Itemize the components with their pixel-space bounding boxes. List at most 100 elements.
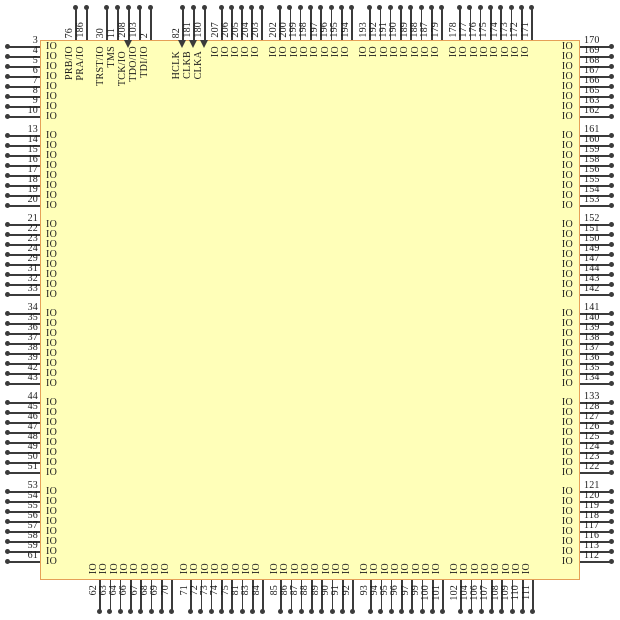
pin-io-label: IO bbox=[561, 180, 573, 191]
pin-number: 39 bbox=[27, 352, 38, 363]
pin-signal-label: TDO/IO bbox=[128, 46, 139, 82]
pin-line bbox=[289, 8, 292, 40]
pin-io-label: IO bbox=[46, 556, 58, 567]
pin-number: 117 bbox=[584, 520, 600, 531]
pin-io-label: IO bbox=[46, 417, 58, 428]
pin-dot bbox=[148, 609, 154, 614]
pin-io-label: IO bbox=[46, 81, 58, 92]
pin-line bbox=[8, 422, 40, 424]
pin-dot bbox=[609, 173, 614, 178]
pin-dot bbox=[609, 440, 614, 445]
pin-line bbox=[8, 254, 40, 256]
pin-line bbox=[8, 145, 40, 147]
pin-signal-label: IO bbox=[250, 46, 261, 58]
pin-dot bbox=[499, 609, 505, 614]
pin-line bbox=[200, 580, 203, 612]
pin-number: 127 bbox=[584, 411, 600, 422]
pin-line bbox=[8, 106, 40, 108]
pin-number: 194 bbox=[339, 22, 351, 38]
pin-number: 82 bbox=[170, 27, 182, 38]
pin-dot bbox=[468, 609, 474, 614]
pin-io-label: IO bbox=[46, 259, 58, 270]
pin-io-label: IO bbox=[46, 180, 58, 191]
pin-line bbox=[580, 511, 612, 513]
pin-line bbox=[8, 383, 40, 385]
pin-number: 44 bbox=[27, 391, 38, 402]
pin-dot bbox=[609, 104, 614, 109]
pin-line bbox=[580, 501, 612, 503]
pin-number: 21 bbox=[27, 213, 38, 224]
pin-line bbox=[580, 491, 612, 493]
pin-dot bbox=[428, 4, 434, 10]
pin-dot bbox=[609, 272, 614, 277]
pin-number: 165 bbox=[584, 85, 600, 96]
pin-dot bbox=[229, 609, 235, 614]
pin-dot bbox=[4, 321, 10, 326]
pin-io-label: IO bbox=[561, 486, 573, 497]
pin-number: 92 bbox=[340, 585, 352, 596]
pin-io-label: IO bbox=[320, 562, 332, 574]
pin-signal-label: HCLK bbox=[171, 51, 182, 80]
pin-dot bbox=[4, 371, 10, 376]
pin-number: 35 bbox=[27, 312, 38, 323]
pin-line bbox=[580, 412, 612, 414]
pin-io-label: IO bbox=[279, 562, 291, 574]
pin-dot bbox=[278, 609, 283, 614]
pin-number: 124 bbox=[584, 441, 600, 452]
pin-line bbox=[190, 580, 192, 612]
pin-number: 150 bbox=[584, 233, 600, 244]
pin-line bbox=[171, 580, 173, 612]
pin-line bbox=[140, 580, 142, 612]
pin-dot bbox=[4, 420, 10, 425]
pin-signal-label: IO bbox=[468, 46, 480, 58]
pin-signal-label: IO bbox=[309, 46, 321, 58]
pin-line bbox=[580, 205, 612, 207]
pin-dot bbox=[318, 4, 324, 10]
pin-number: 56 bbox=[27, 510, 38, 521]
pin-io-label: IO bbox=[561, 556, 573, 567]
pin-dot bbox=[4, 430, 10, 435]
pin-io-label: IO bbox=[46, 328, 58, 339]
pin-signal-label: IO bbox=[340, 46, 352, 58]
pin-dot bbox=[498, 4, 504, 10]
pin-io-label: IO bbox=[139, 562, 151, 574]
pin-dot bbox=[4, 262, 10, 267]
pin-number: 137 bbox=[584, 342, 600, 353]
pin-signal-label: IO bbox=[368, 46, 380, 58]
pin-number: 134 bbox=[584, 372, 600, 383]
pin-dot bbox=[4, 242, 10, 247]
pin-line bbox=[221, 8, 223, 40]
pin-number: 22 bbox=[27, 223, 38, 234]
pin-line bbox=[311, 580, 313, 612]
pin-io-label: IO bbox=[561, 358, 573, 369]
pin-number: 140 bbox=[584, 312, 600, 323]
pin-dot bbox=[349, 4, 355, 10]
pin-io-label: IO bbox=[561, 81, 573, 92]
pin-io-label: IO bbox=[129, 562, 141, 574]
pin-number: 167 bbox=[584, 65, 600, 76]
pin-number: 2 bbox=[138, 32, 150, 38]
pin-dot bbox=[138, 609, 144, 614]
pin-number: 112 bbox=[584, 550, 600, 561]
pin-io-label: IO bbox=[46, 101, 58, 112]
pin-line bbox=[580, 106, 612, 108]
pin-line bbox=[150, 580, 153, 612]
pin-dot bbox=[188, 609, 193, 614]
pin-number: 20 bbox=[27, 194, 38, 205]
pin-line bbox=[580, 422, 612, 424]
pin-dot bbox=[148, 4, 153, 10]
pin-signal-label: IO bbox=[489, 46, 501, 58]
pin-io-label: IO bbox=[410, 562, 422, 574]
pin-line bbox=[182, 8, 184, 40]
pin-line bbox=[390, 580, 393, 612]
pin-dot bbox=[73, 4, 78, 10]
pin-dot bbox=[4, 84, 10, 89]
pin-number: 34 bbox=[27, 302, 38, 313]
pin-io-label: IO bbox=[561, 546, 573, 557]
pin-io-label: IO bbox=[46, 140, 58, 151]
pin-number: 49 bbox=[27, 441, 38, 452]
pin-number: 171 bbox=[519, 22, 531, 38]
pin-number: 101 bbox=[430, 585, 442, 601]
pin-dot bbox=[198, 609, 204, 614]
pin-dot bbox=[4, 114, 10, 119]
